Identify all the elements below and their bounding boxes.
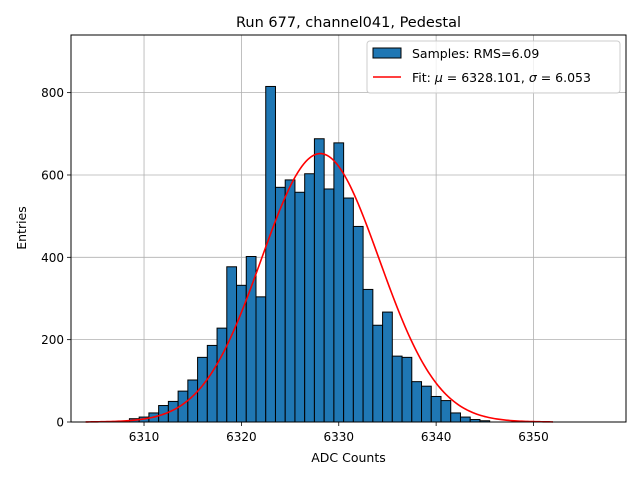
x-tick-label: 6350: [518, 430, 549, 444]
legend-fit-mu-value: = 6328.101,: [443, 70, 529, 85]
histogram-bar: [245, 255, 257, 423]
histogram-bar: [255, 296, 267, 423]
x-tick-label: 6320: [226, 430, 257, 444]
histogram-bar: [313, 138, 325, 423]
legend-fit-label: Fit: μ = 6328.101, σ = 6.053: [412, 70, 591, 85]
y-tick-label: 0: [56, 416, 64, 430]
histogram-bar: [459, 416, 471, 423]
x-axis-ticks: 6310 6320 6330 6340 6350: [129, 422, 549, 444]
x-axis-label: ADC Counts: [311, 450, 386, 465]
y-tick-label: 200: [41, 333, 64, 347]
histogram-bar: [333, 142, 345, 423]
legend-fit-prefix: Fit:: [412, 70, 435, 85]
legend-box: [366, 40, 621, 94]
histogram-bar: [206, 344, 218, 423]
histogram-bar: [411, 381, 423, 423]
histogram-bar: [323, 188, 335, 423]
histogram-bar: [187, 379, 199, 423]
y-axis-label: Entries: [14, 206, 29, 250]
y-tick-label: 800: [41, 86, 64, 100]
fit-curve-layer: [85, 152, 553, 423]
histogram-bar: [401, 356, 413, 423]
x-tick-label: 6330: [323, 430, 354, 444]
histogram-bar: [284, 179, 296, 423]
legend-fit-sigma-symbol: σ: [529, 70, 538, 85]
histogram-bar: [430, 395, 442, 423]
histogram-bar: [294, 191, 306, 423]
histogram-bar: [440, 400, 452, 423]
histogram-bar: [265, 85, 276, 423]
legend-histogram-label: Samples: RMS=6.09: [412, 46, 539, 61]
histogram-bar: [391, 355, 403, 423]
legend: Samples: RMS=6.09 Fit: μ = 6328.101, σ =…: [366, 40, 621, 94]
plot-frame: [70, 34, 627, 423]
histogram-bar: [421, 385, 432, 423]
gaussian-fit-curve: [85, 152, 553, 423]
legend-fit-sigma-value: = 6.053: [537, 70, 591, 85]
histogram-bar: [450, 412, 461, 423]
histogram-bar: [352, 225, 364, 423]
histogram-bar: [362, 288, 374, 423]
histogram-bar: [274, 186, 286, 423]
histogram-bar: [343, 197, 354, 423]
histogram-bar: [216, 327, 228, 423]
y-tick-label: 600: [41, 168, 64, 182]
y-tick-label: 400: [41, 251, 64, 265]
x-tick-label: 6310: [129, 430, 160, 444]
x-tick-label: 6340: [421, 430, 452, 444]
histogram-bar: [304, 173, 315, 423]
legend-fit-mu-symbol: μ: [434, 70, 443, 85]
histogram-bar: [372, 324, 384, 423]
chart-title: Run 677, channel041, Pedestal: [236, 15, 461, 31]
histogram-bar: [382, 311, 393, 423]
y-axis-ticks: 0 200 400 600 800: [41, 86, 71, 430]
legend-histogram-swatch: [372, 47, 402, 59]
